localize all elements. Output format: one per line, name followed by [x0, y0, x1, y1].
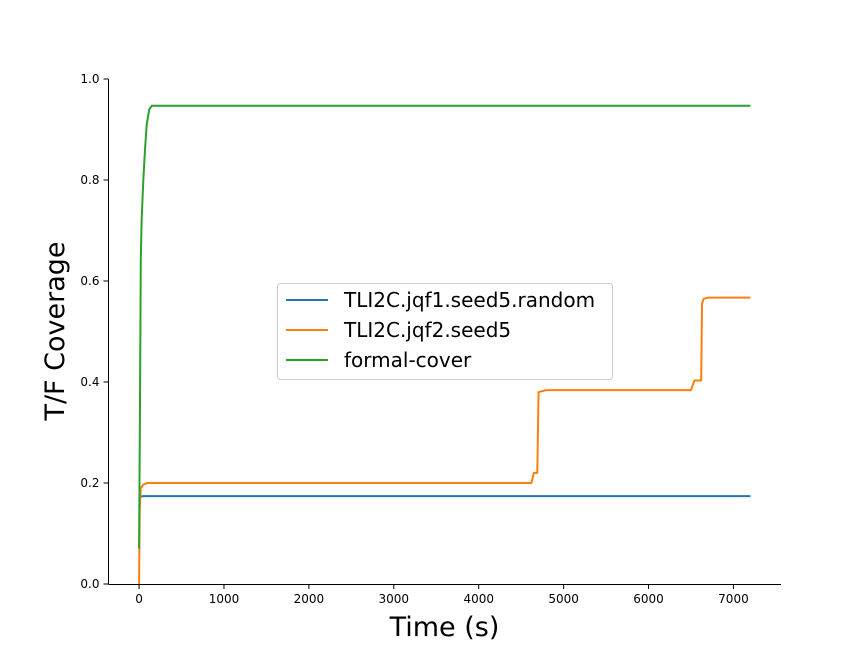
y-tick-label: 0.6 [80, 274, 99, 288]
x-tick-label: 4000 [463, 592, 494, 606]
y-tick-label: 0.2 [80, 476, 99, 490]
series-line-2 [138, 296, 751, 585]
series-line-3 [138, 104, 751, 549]
y-tick-label: 0.8 [80, 173, 99, 187]
x-tick-label: 5000 [548, 592, 579, 606]
y-ticks: 0.0 0.2 0.4 0.6 0.8 1.0 [80, 72, 109, 591]
x-axis-label: Time (s) [389, 612, 500, 643]
axes [108, 79, 781, 585]
x-ticks: 0 1000 2000 3000 4000 5000 6000 7000 [135, 584, 749, 606]
x-tick-label: 0 [135, 592, 143, 606]
x-tick-label: 6000 [633, 592, 664, 606]
legend: TLI2C.jqf1.seed5.random TLI2C.jqf2.seed5 f… [277, 283, 613, 380]
y-tick-label: 0.4 [80, 375, 99, 389]
y-tick-label: 1.0 [80, 72, 99, 86]
x-tick-label: 3000 [379, 592, 410, 606]
series-lines [138, 104, 751, 585]
y-tick-label: 0.0 [80, 577, 99, 591]
y-axis-label: T/F Coverage [40, 241, 71, 421]
legend-label-1: TLI2C.jqf1.seed5.random [343, 288, 595, 312]
legend-label-2: TLI2C.jqf2.seed5 [343, 318, 511, 342]
legend-label-3: formal-cover [344, 348, 472, 372]
legend-box [277, 283, 613, 380]
x-tick-label: 1000 [209, 592, 240, 606]
legend-items: TLI2C.jqf1.seed5.random TLI2C.jqf2.seed5 f… [286, 288, 595, 372]
x-tick-label: 2000 [294, 592, 325, 606]
series-line-1 [138, 495, 751, 500]
x-tick-label: 7000 [718, 592, 749, 606]
